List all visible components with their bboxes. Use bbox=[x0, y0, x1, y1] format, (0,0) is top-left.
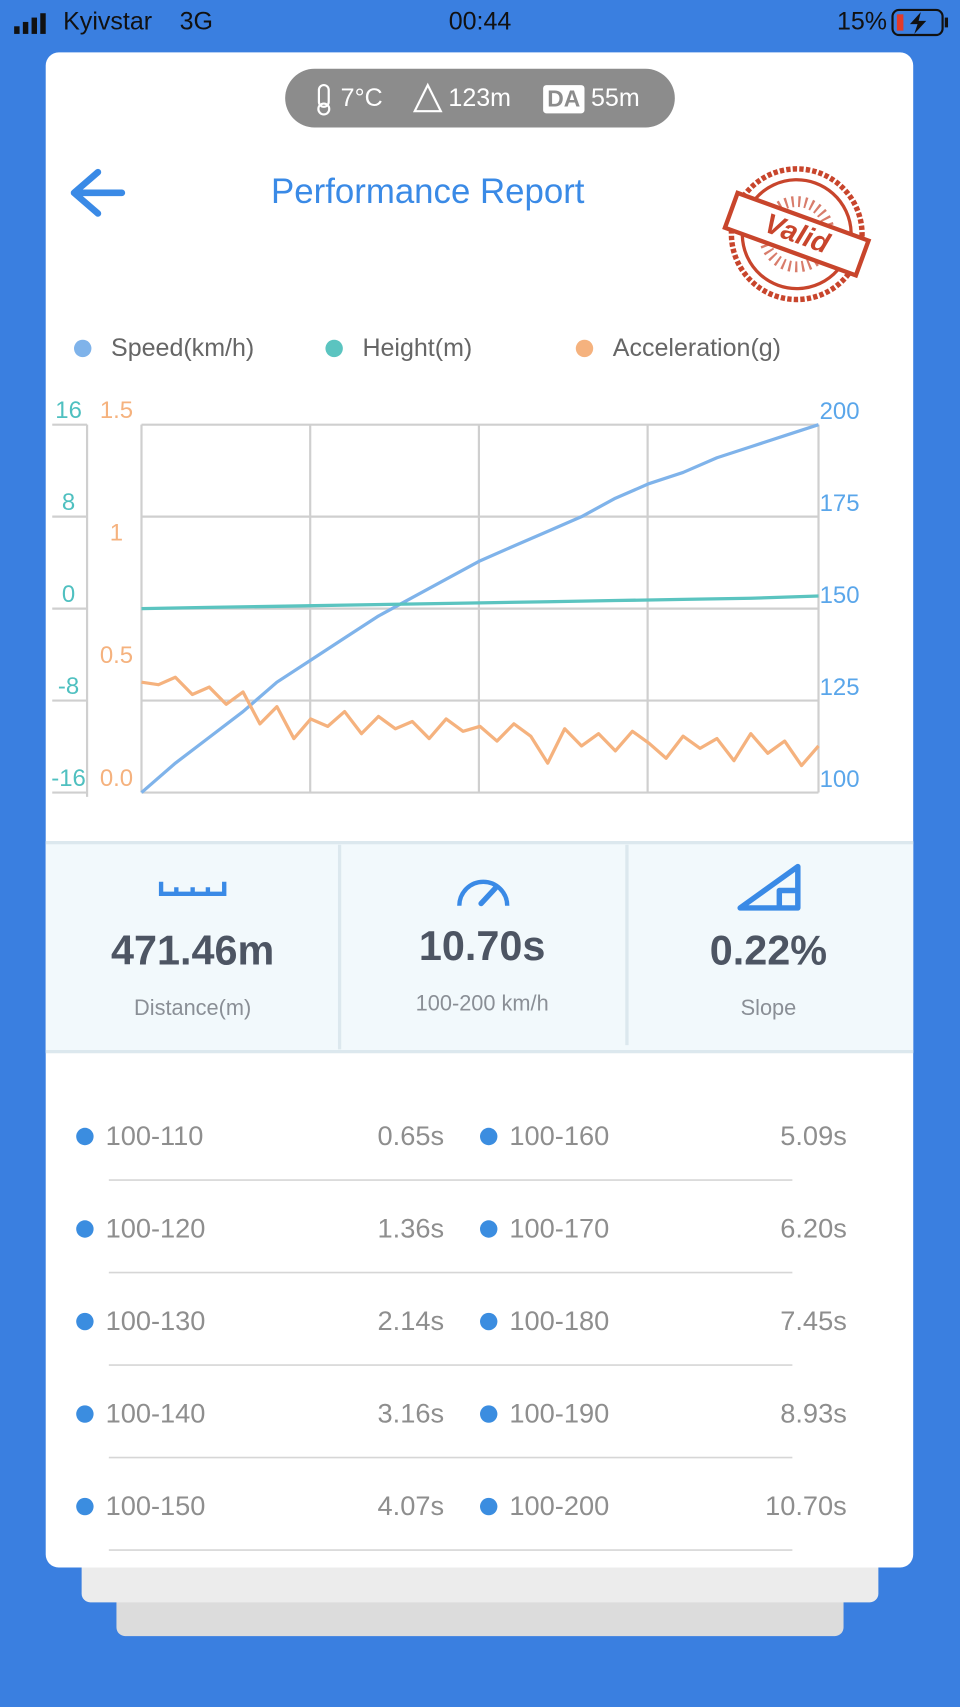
da-label: DA bbox=[547, 85, 580, 111]
stat-value: 471.46m bbox=[111, 928, 274, 974]
y2-tick-label: 0 bbox=[62, 581, 75, 608]
legend-label: Speed(km/h) bbox=[111, 334, 254, 362]
stat-value: 10.70s bbox=[419, 923, 546, 969]
thermometer-icon bbox=[317, 83, 330, 108]
split-range: 100-170 bbox=[509, 1212, 609, 1243]
split-time: 10.70s bbox=[765, 1490, 847, 1521]
y-tick-label: 100 bbox=[820, 766, 860, 793]
split-dot bbox=[480, 1312, 498, 1331]
status-bar: Kyivstar 3G 00:44 15% bbox=[14, 8, 949, 37]
legend-dot bbox=[74, 339, 92, 358]
y3-tick-label: 1 bbox=[110, 520, 123, 547]
split-dot bbox=[480, 1220, 498, 1238]
slope-icon bbox=[737, 863, 801, 911]
split-dot bbox=[480, 1497, 498, 1516]
battery-tip bbox=[944, 17, 949, 28]
split-time: 0.65s bbox=[378, 1120, 445, 1151]
stat-value: 0.22% bbox=[710, 928, 827, 974]
signal-bar bbox=[14, 26, 20, 34]
split-time: 4.07s bbox=[378, 1490, 445, 1521]
altitude: 123m bbox=[448, 84, 511, 112]
y-tick-label: 175 bbox=[820, 490, 860, 517]
stats: 471.46m Distance(m) 10.70s 100-200 km/h 0.22… bbox=[111, 923, 827, 1020]
battery-level bbox=[896, 14, 904, 31]
split-range: 100-120 bbox=[106, 1212, 206, 1243]
y2-tick-label: 16 bbox=[55, 397, 82, 424]
charging-icon bbox=[909, 12, 927, 34]
stamp-banner bbox=[722, 190, 872, 279]
battery-percent: 15% bbox=[837, 8, 887, 36]
stat-label: Distance(m) bbox=[134, 995, 251, 1020]
y-tick-label: 125 bbox=[820, 674, 860, 701]
carrier: Kyivstar bbox=[63, 8, 152, 36]
series-line bbox=[141, 594, 819, 611]
clock: 00:44 bbox=[449, 8, 512, 36]
split-time: 6.20s bbox=[780, 1212, 847, 1243]
stat-label: Slope bbox=[741, 995, 797, 1020]
y-tick-label: 150 bbox=[820, 582, 860, 609]
conditions-pill: 7°C 123m DA 55m bbox=[285, 68, 675, 128]
y2-tick-label: -16 bbox=[51, 765, 86, 792]
thermometer-bulb bbox=[317, 102, 331, 116]
split-time: 7.45s bbox=[780, 1305, 847, 1336]
split-range: 100-140 bbox=[106, 1397, 206, 1428]
speedometer-icon bbox=[457, 879, 510, 906]
mountain-icon bbox=[412, 82, 443, 113]
stats-panel bbox=[45, 841, 914, 1053]
y-tick-label: 200 bbox=[820, 398, 860, 425]
temperature: 7°C bbox=[341, 84, 383, 112]
back-button[interactable] bbox=[70, 168, 126, 217]
split-dot bbox=[76, 1127, 94, 1146]
ruler-icon bbox=[158, 881, 227, 896]
split-dot bbox=[76, 1405, 94, 1423]
split-dot bbox=[76, 1497, 94, 1516]
y3-tick-label: 0.0 bbox=[100, 765, 133, 792]
split-time: 2.14s bbox=[378, 1305, 445, 1336]
legend-label: Acceleration(g) bbox=[613, 334, 781, 362]
legend-label: Height(m) bbox=[362, 334, 472, 362]
signal-bar bbox=[31, 17, 38, 34]
split-range: 100-200 bbox=[509, 1490, 609, 1521]
split-dot bbox=[480, 1405, 498, 1423]
split-range: 100-180 bbox=[509, 1305, 609, 1336]
series-line bbox=[140, 423, 820, 794]
y2-tick-label: 8 bbox=[62, 489, 75, 516]
y3-tick-label: 0.5 bbox=[100, 642, 133, 669]
y2-tick-label: -8 bbox=[58, 673, 79, 700]
density-altitude: 55m bbox=[591, 84, 640, 112]
stat-label: 100-200 km/h bbox=[416, 991, 549, 1016]
split-range: 100-110 bbox=[106, 1120, 204, 1151]
chart: 100 125 150 175 200 -16 -8 0 8 16 0.0 0.5 1 1.5 Speed(… bbox=[51, 334, 860, 794]
signal-bar bbox=[40, 13, 46, 34]
network: 3G bbox=[180, 8, 213, 36]
split-dot bbox=[480, 1127, 498, 1146]
split-range: 100-150 bbox=[106, 1490, 206, 1521]
split-range: 100-130 bbox=[106, 1305, 206, 1336]
legend-dot bbox=[575, 339, 594, 358]
split-time: 3.16s bbox=[378, 1397, 445, 1428]
splits-table: 100-110 0.65s 100-120 1.36s 100-130 2.14s 100-… bbox=[76, 1120, 847, 1551]
da-badge bbox=[543, 85, 585, 114]
split-range: 100-190 bbox=[509, 1397, 609, 1428]
split-dot bbox=[76, 1312, 94, 1331]
series-line bbox=[141, 675, 820, 768]
split-time: 8.93s bbox=[780, 1397, 847, 1428]
y3-tick-label: 1.5 bbox=[100, 397, 133, 424]
legend-dot bbox=[325, 339, 343, 358]
split-time: 1.36s bbox=[378, 1212, 445, 1243]
speedometer-needle bbox=[478, 885, 498, 907]
page-title: Performance Report bbox=[271, 172, 585, 211]
split-range: 100-160 bbox=[509, 1120, 609, 1151]
battery-icon bbox=[891, 8, 944, 37]
signal-bar bbox=[22, 21, 29, 34]
split-dot bbox=[76, 1220, 94, 1238]
card bbox=[45, 52, 914, 1568]
split-time: 5.09s bbox=[780, 1120, 847, 1151]
